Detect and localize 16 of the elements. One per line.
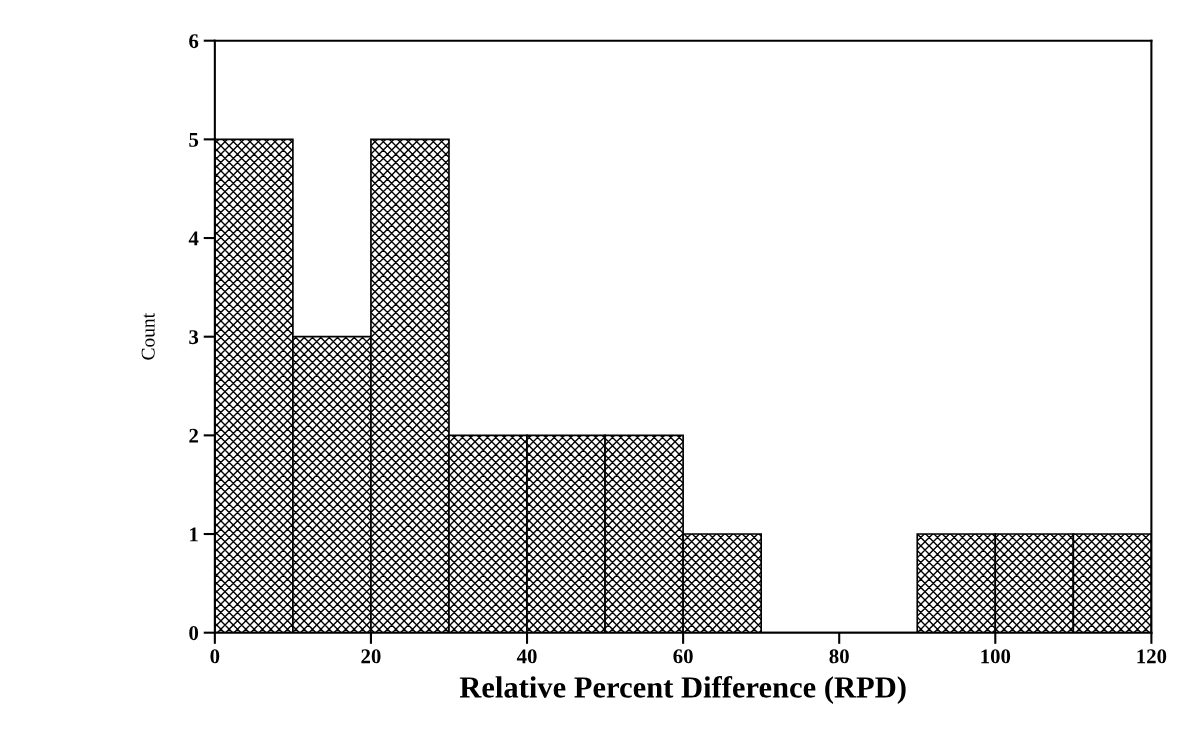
y-tick-label: 3 (189, 330, 199, 345)
y-tick-label: 1 (190, 527, 198, 542)
y-tick-label: 6 (189, 34, 199, 49)
x-tick-label: 100 (981, 649, 1011, 664)
y-tick-label: 5 (189, 132, 199, 147)
y-tick-label: 0 (189, 626, 199, 641)
x-tick-label: 20 (361, 649, 381, 664)
x-tick-label: 80 (829, 649, 849, 664)
x-tick-label: 0 (210, 649, 220, 664)
x-tick-label: 60 (673, 649, 693, 664)
y-axis-title: Count (141, 313, 155, 360)
x-tick-label: 40 (516, 649, 537, 664)
y-tick-label: 4 (188, 231, 199, 246)
x-tick-label: 120 (1137, 649, 1167, 664)
x-axis-title: Relative Percent Difference (RPD) (459, 675, 906, 704)
y-tick-label: 2 (189, 428, 198, 443)
